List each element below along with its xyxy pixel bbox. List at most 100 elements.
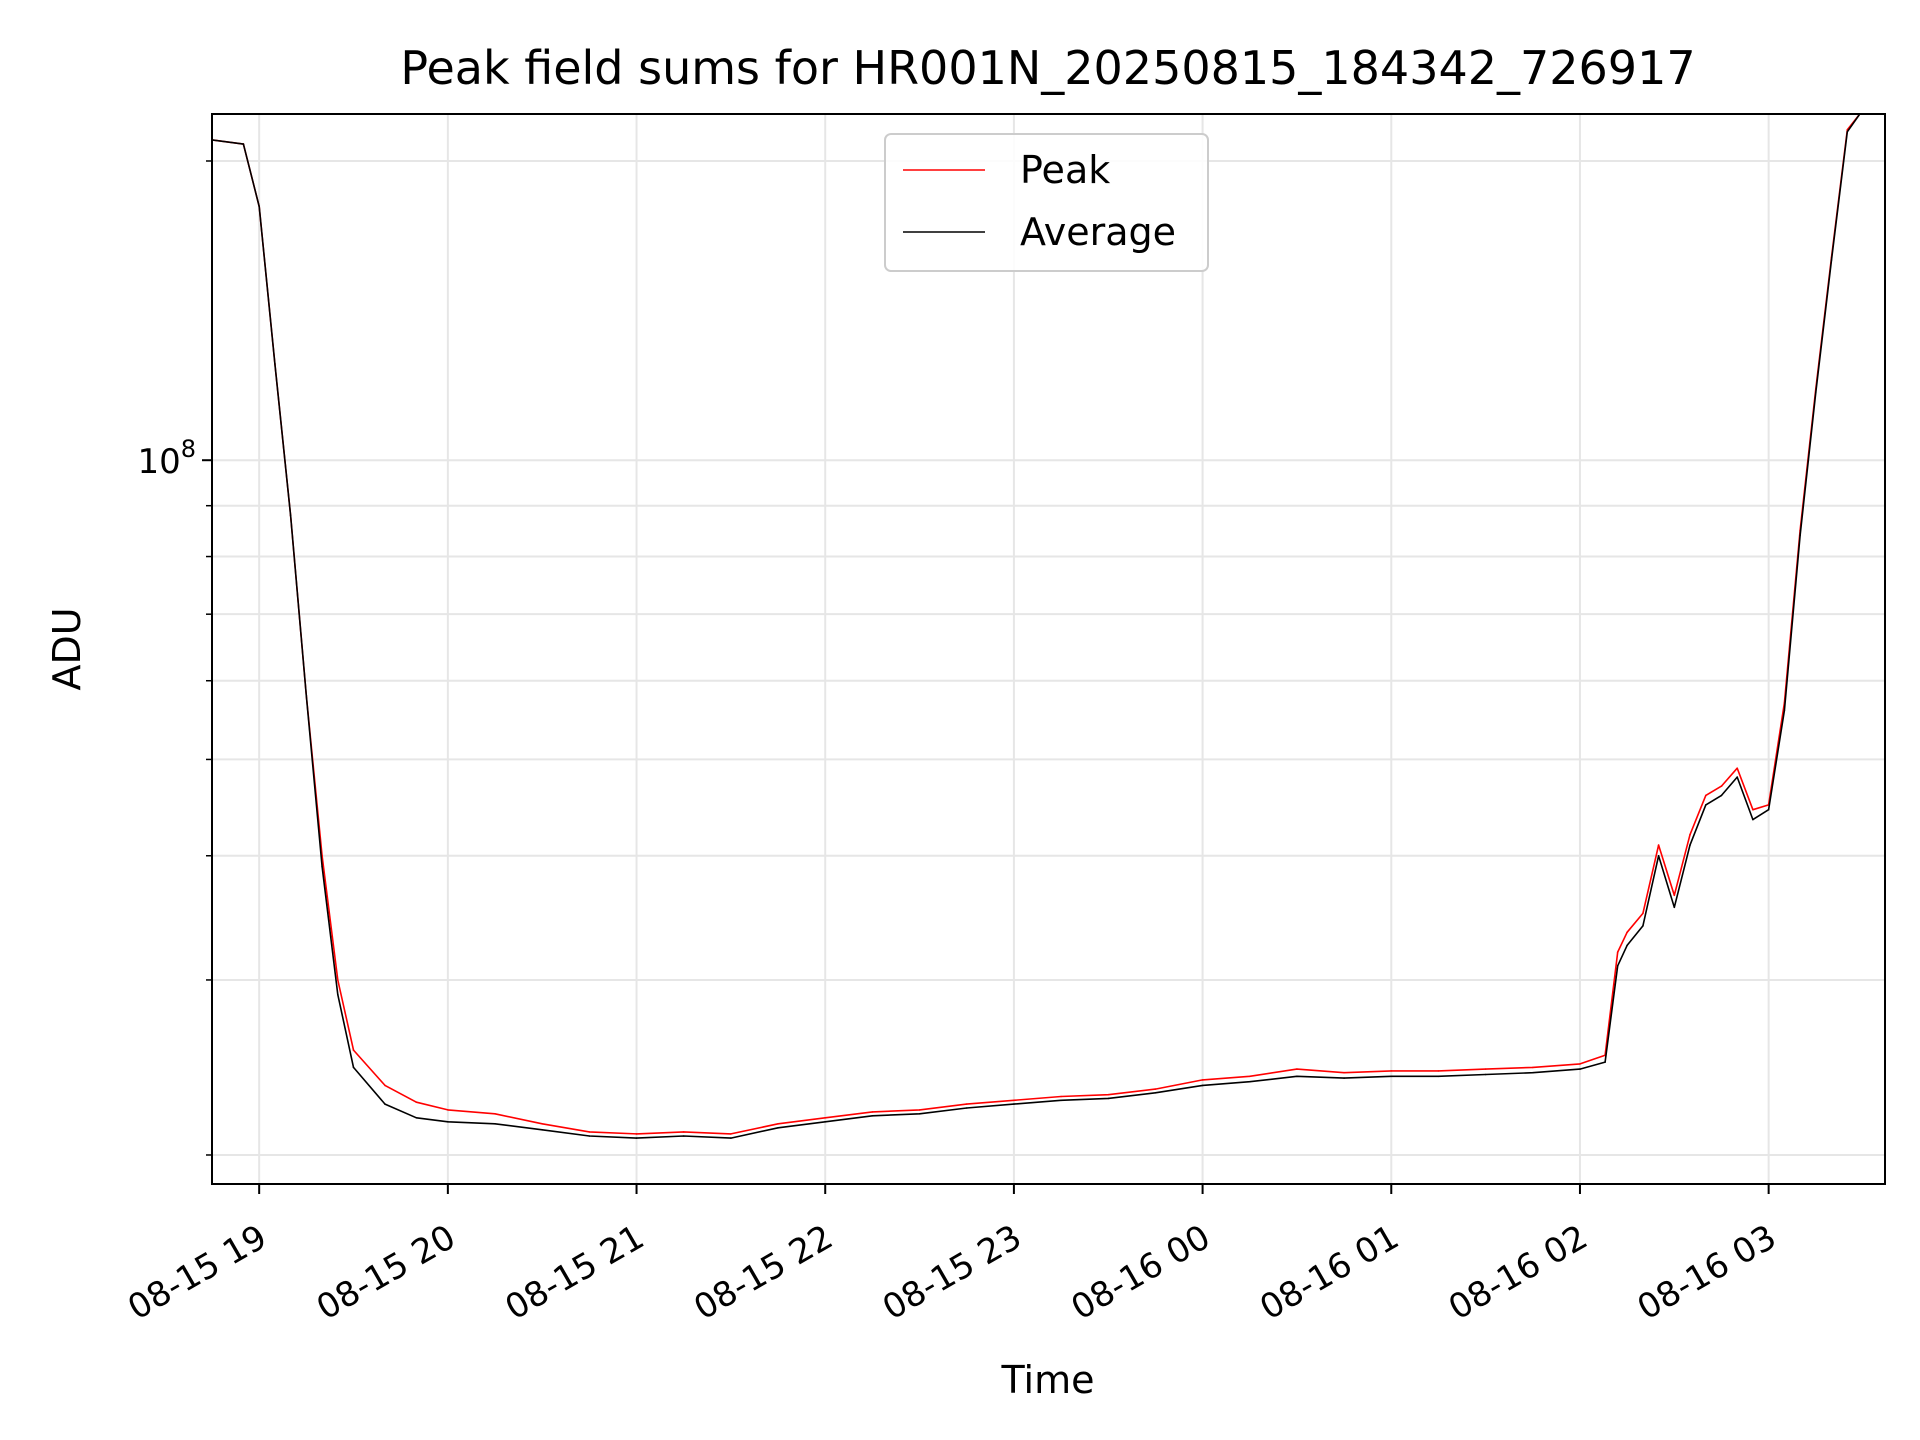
data-point-average [1616, 965, 1619, 967]
data-point-average [1201, 1084, 1204, 1087]
data-point-peak [1343, 1071, 1345, 1074]
data-point-peak [447, 1109, 449, 1111]
data-point-average [871, 1115, 874, 1117]
data-point-average [682, 1135, 685, 1137]
data-point-average [1013, 1103, 1015, 1105]
data-point-average [1060, 1099, 1062, 1102]
data-point-average [1484, 1073, 1487, 1076]
data-point-average [1815, 391, 1817, 394]
data-point-peak [494, 1113, 496, 1115]
data-point-peak [965, 1103, 968, 1105]
axes-frame [211, 113, 1886, 1185]
data-point-peak [1013, 1099, 1015, 1102]
data-point-average [777, 1127, 779, 1129]
data-point-peak [1154, 1088, 1157, 1090]
data-point-average [1390, 1075, 1393, 1078]
data-point-average [1437, 1075, 1440, 1078]
data-point-average [1767, 808, 1770, 811]
data-point-peak [1705, 794, 1707, 797]
data-point-average [337, 993, 339, 996]
data-point-average [1579, 1068, 1581, 1070]
data-point-peak [730, 1133, 732, 1135]
data-point-peak [1201, 1079, 1204, 1081]
data-point-average [1642, 925, 1644, 927]
data-point-peak [541, 1123, 543, 1125]
data-point-peak [337, 979, 339, 981]
data-point-peak [682, 1131, 685, 1133]
plot-area [212, 114, 1861, 1139]
y-axis-label: ADU [45, 607, 89, 690]
data-point-peak [1616, 951, 1619, 953]
data-point-average [494, 1123, 496, 1125]
y-tick-exponent: 8 [181, 435, 196, 463]
data-point-average [1673, 906, 1676, 909]
series-line-average [212, 114, 1861, 1139]
data-point-peak [1060, 1095, 1062, 1098]
data-point-peak [777, 1123, 779, 1125]
data-point-average [1532, 1071, 1534, 1074]
series-line-peak [212, 114, 1861, 1135]
data-point-average [415, 1117, 418, 1119]
data-point-average [274, 363, 276, 365]
data-point-peak [1626, 931, 1628, 934]
data-point-peak [1249, 1075, 1251, 1078]
legend-box [884, 133, 1209, 272]
data-point-peak [1579, 1063, 1581, 1065]
data-point-average [447, 1121, 449, 1123]
legend: Peak Average [884, 133, 1209, 272]
data-point-peak [384, 1084, 386, 1087]
grid [212, 114, 1885, 1184]
data-point-average [305, 694, 308, 697]
data-point-peak [1752, 808, 1754, 811]
data-point-average [824, 1121, 826, 1123]
data-point-average [1154, 1092, 1157, 1094]
data-point-peak [1736, 767, 1738, 769]
data-point-average [289, 514, 292, 517]
data-point-peak [1437, 1070, 1440, 1072]
data-point-average [1752, 818, 1754, 821]
data-point-average [258, 205, 261, 208]
data-point-average [918, 1113, 921, 1115]
data-point-average [352, 1066, 355, 1069]
data-point-average [1604, 1061, 1606, 1063]
data-point-peak [1484, 1068, 1487, 1070]
data-point-average [965, 1107, 968, 1109]
y-tick-base: 10 [137, 442, 180, 482]
data-point-average [1705, 804, 1707, 806]
data-point-peak [352, 1049, 355, 1051]
data-point-average [1689, 844, 1691, 846]
data-point-average [730, 1137, 732, 1139]
data-point-average [1783, 709, 1786, 712]
data-point-average [242, 143, 245, 145]
y-axis: 108 [137, 160, 212, 1156]
legend-label-average: Average [1020, 210, 1176, 254]
data-point-peak [918, 1109, 921, 1111]
legend-label-peak: Peak [1020, 148, 1110, 192]
data-point-peak [1107, 1093, 1110, 1096]
data-point-peak [635, 1133, 638, 1135]
data-point-peak [1296, 1068, 1298, 1070]
data-point-peak [824, 1117, 826, 1119]
data-point-average [1343, 1077, 1345, 1079]
data-point-average [588, 1135, 591, 1137]
data-point-average [1846, 131, 1849, 133]
data-point-average [384, 1103, 386, 1105]
data-point-peak [415, 1101, 418, 1103]
data-point-average [1107, 1097, 1110, 1100]
data-point-average [321, 865, 323, 868]
data-point-average [1720, 794, 1723, 797]
data-point-average [1657, 855, 1660, 857]
data-point-peak [1657, 844, 1660, 846]
data-point-average [1830, 259, 1833, 261]
series-layer [212, 114, 1861, 1139]
data-point-peak [1390, 1070, 1393, 1072]
data-point-average [1799, 534, 1801, 537]
data-point-peak [1532, 1066, 1534, 1069]
data-point-average [635, 1137, 638, 1139]
data-point-peak [1673, 894, 1676, 897]
y-tick-label: 108 [137, 435, 196, 482]
data-point-peak [871, 1111, 874, 1113]
data-point-peak [588, 1131, 591, 1133]
data-point-average [1626, 944, 1628, 947]
